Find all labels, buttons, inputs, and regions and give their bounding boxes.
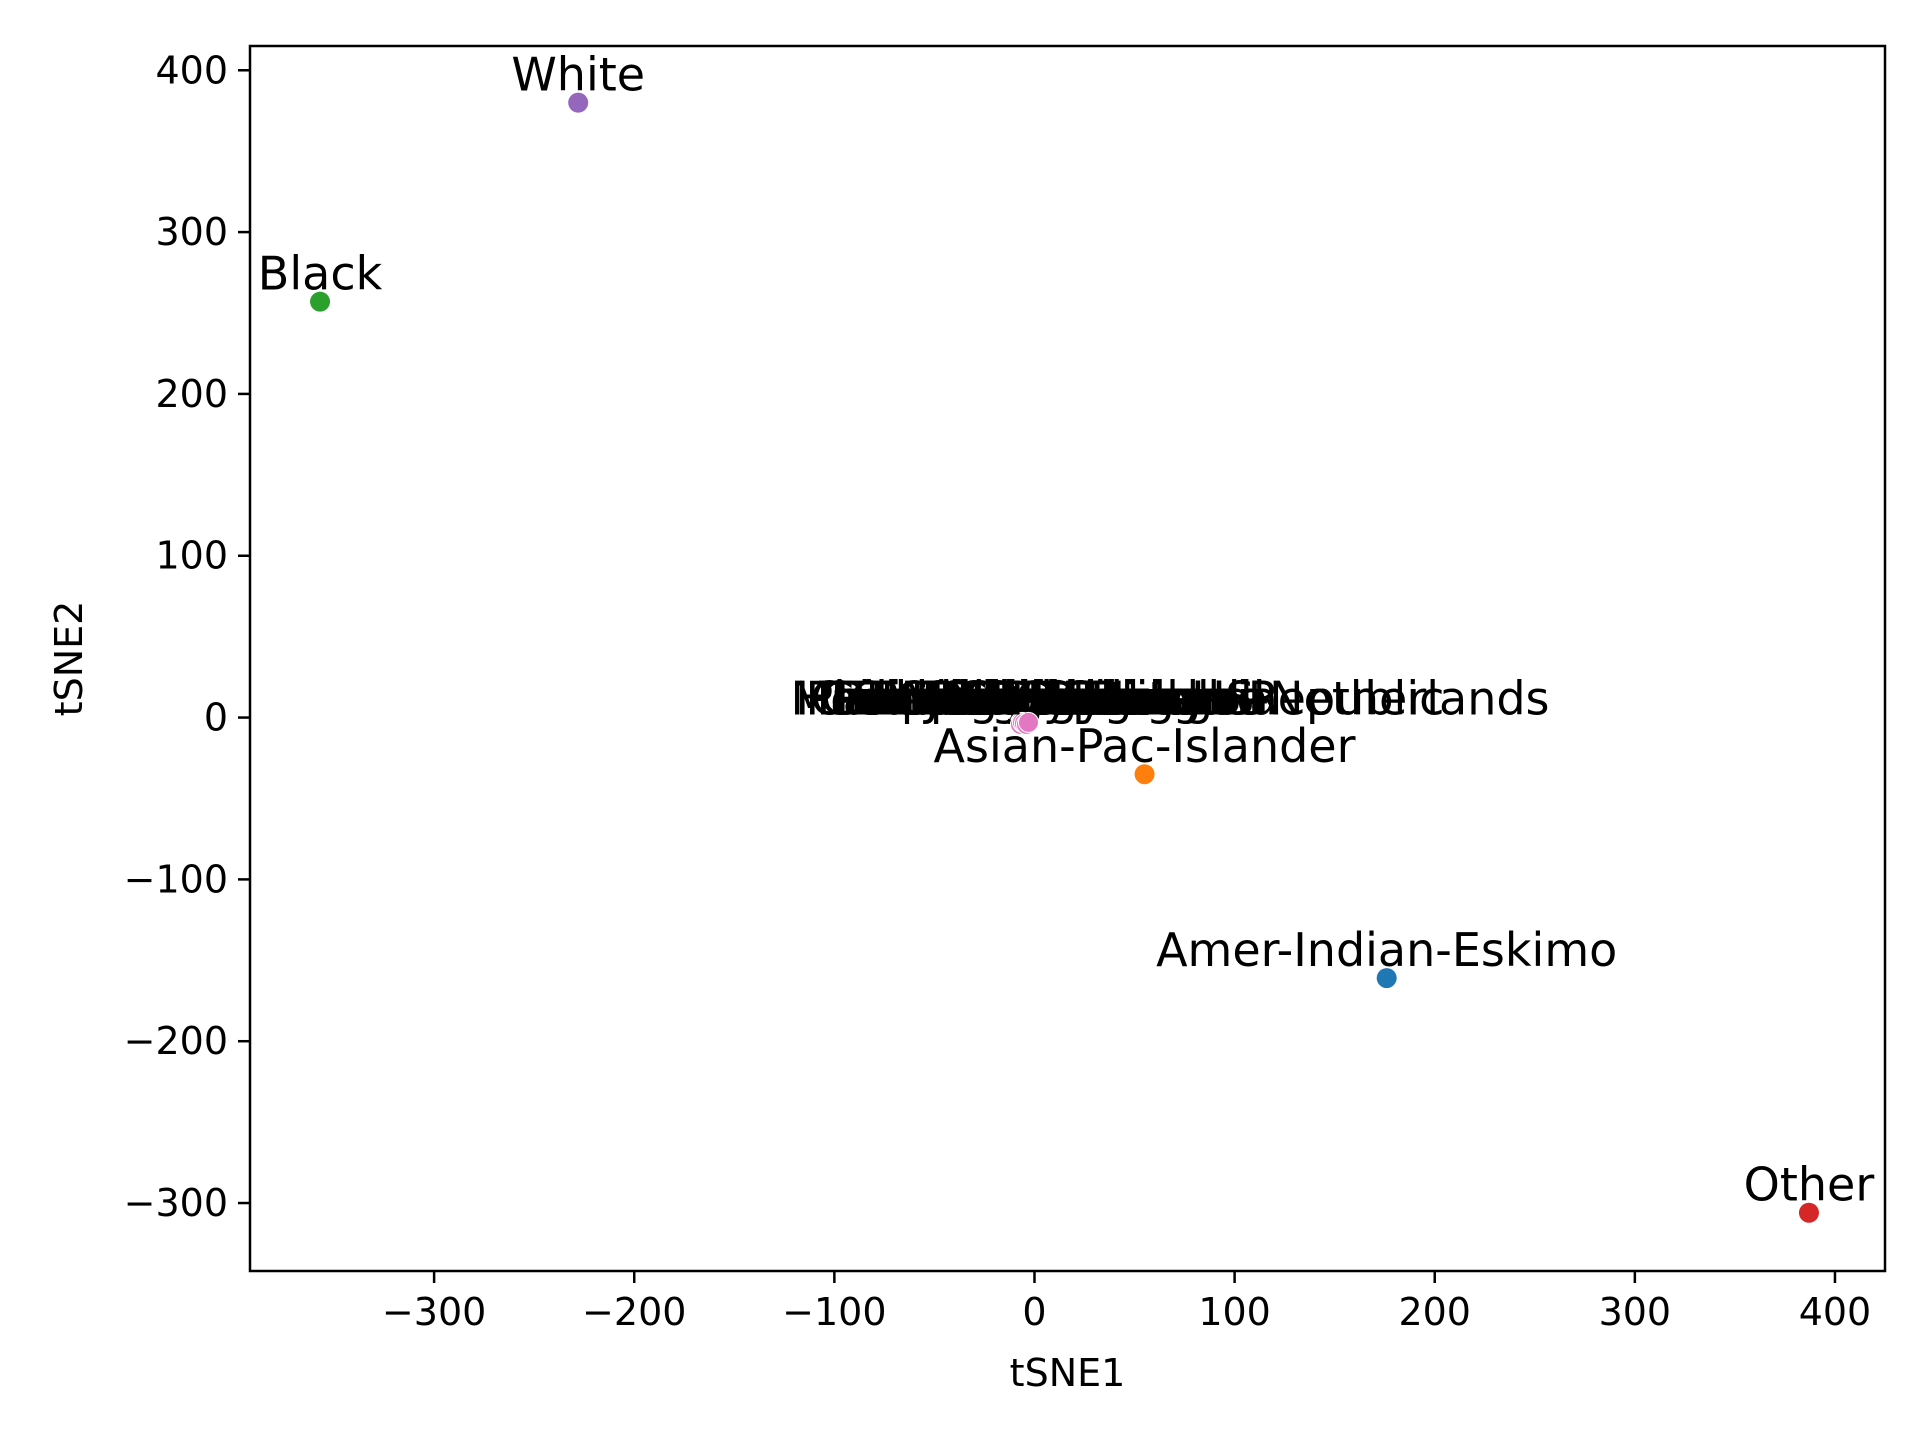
- cluster-point-label: India: [880, 671, 993, 725]
- cluster-point-label: Honduras: [1040, 671, 1261, 725]
- x-tick-label: 200: [1398, 1290, 1471, 1334]
- cluster-point-label: England: [910, 671, 1097, 725]
- y-tick-label: 100: [155, 534, 228, 578]
- x-tick-label: 0: [1022, 1290, 1046, 1334]
- cluster-point-label: Guatemala: [1015, 671, 1268, 725]
- cluster-point-label: Laos: [885, 671, 991, 725]
- x-tick-label: −300: [382, 1290, 486, 1334]
- cluster-point-label: Iran: [830, 671, 920, 725]
- cluster-point-label: Cambodia: [810, 671, 1043, 725]
- cluster-point-label: Ecuador: [1020, 671, 1208, 725]
- cluster-point-label: Poland: [1045, 671, 1199, 725]
- data-point-label: Asian-Pac-Islander: [934, 719, 1356, 773]
- cluster-point-label: Hong: [1080, 671, 1201, 725]
- cluster-point-label: Japan: [1027, 671, 1158, 725]
- data-point-label: Black: [258, 247, 383, 301]
- y-tick-label: 400: [155, 48, 228, 92]
- plot-frame: [248, 44, 1887, 1273]
- x-tick-label: 100: [1198, 1290, 1271, 1334]
- x-axis: −300 −200 −100 0 100 200 300 400: [382, 1271, 1871, 1334]
- data-point-label: Amer-Indian-Eskimo: [1156, 923, 1617, 977]
- x-axis-label: tSNE1: [1010, 1351, 1126, 1395]
- y-axis-label: tSNE2: [47, 601, 91, 717]
- y-tick-label: −200: [124, 1019, 228, 1063]
- data-point: [1798, 1202, 1819, 1223]
- cluster-point-label: Cuba: [895, 671, 1014, 725]
- cluster-point-label: Canada: [850, 671, 1025, 725]
- y-tick-label: 300: [155, 210, 228, 254]
- cluster-point-label: Hungary: [1010, 671, 1206, 725]
- plot-marks: MexicoPhilippinesGermanyPuerto-RicoCanad…: [258, 48, 1875, 1223]
- y-tick-label: −300: [124, 1181, 228, 1225]
- cluster-point-label: Mexico: [790, 671, 951, 725]
- cluster-point-label: El-Salvador: [865, 671, 1125, 725]
- x-tick-label: 300: [1599, 1290, 1672, 1334]
- y-tick-label: −100: [124, 857, 228, 901]
- data-point-label: Other: [1744, 1158, 1875, 1212]
- cluster-point-label: Dominican-Republic: [985, 671, 1444, 725]
- cluster-point-label: Taiwan: [1074, 671, 1231, 725]
- data-point: [1134, 764, 1155, 785]
- cluster-point-label: Holand-Netherlands: [1090, 671, 1549, 725]
- x-tick-label: −200: [582, 1290, 686, 1334]
- x-tick-label: −100: [782, 1290, 886, 1334]
- cluster-point-label: Trinadad&Tobago: [844, 671, 1241, 725]
- x-tick-label: 400: [1799, 1290, 1872, 1334]
- cluster-point-label: Scotland: [1065, 671, 1265, 725]
- cluster-point-label: Haiti: [795, 671, 901, 725]
- cluster-point: [1017, 711, 1039, 733]
- data-point: [568, 92, 589, 113]
- cluster-point-label: South: [940, 671, 1074, 725]
- data-point: [310, 291, 331, 312]
- cluster-point-label: Columbia: [1060, 671, 1277, 725]
- y-axis: −300 −200 −100 0 100 200 300 400: [124, 48, 250, 1225]
- cluster-point-label: Germany: [820, 671, 1031, 725]
- cluster-point-label: Greece: [960, 671, 1124, 725]
- cluster-point-label: Yugoslavia: [949, 671, 1192, 725]
- cluster-point-label: Ireland: [1050, 671, 1209, 725]
- y-tick-label: 200: [155, 372, 228, 416]
- data-point: [1376, 968, 1397, 989]
- y-tick-label: 0: [204, 696, 228, 740]
- data-point-label: White: [511, 48, 645, 102]
- cluster-point-label: Puerto-Rico: [835, 671, 1100, 725]
